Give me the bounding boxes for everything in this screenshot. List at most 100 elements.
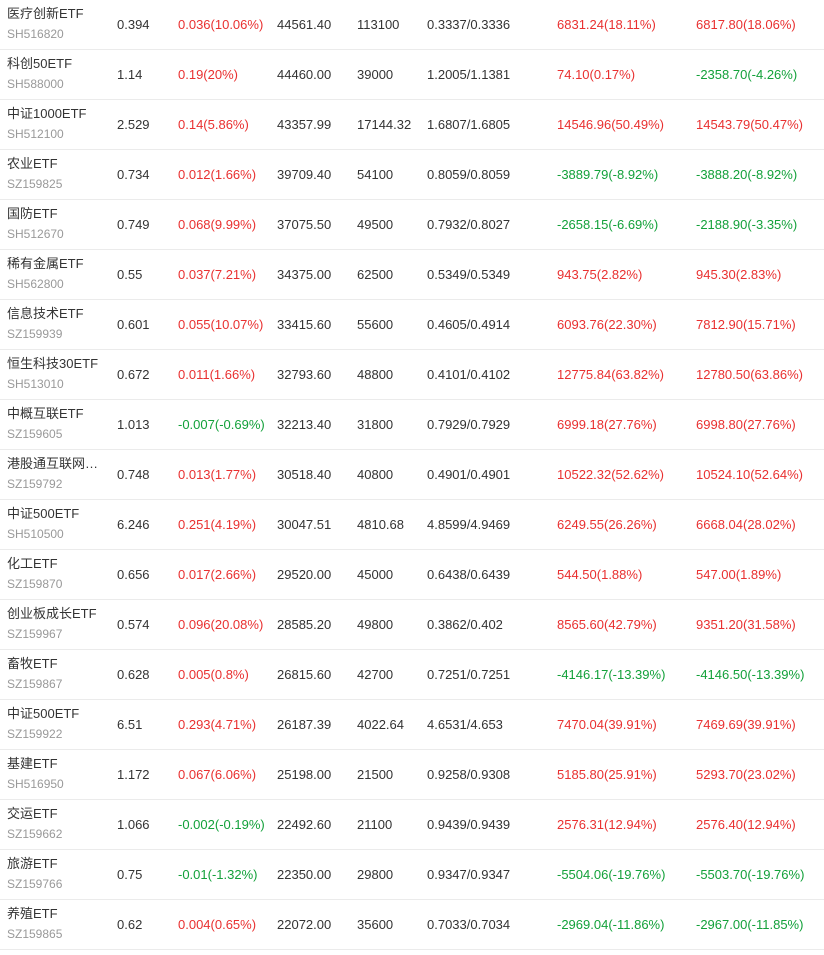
etf-name-cell[interactable]: 中证1000ETF SH512100 [0,99,117,149]
table-row[interactable]: 化工ETF SZ159870 0.656 0.017(2.66%) 29520.00 45… [0,549,824,599]
etf-name[interactable]: 国防ETF [7,206,58,221]
table-row[interactable]: 旅游ETF SZ159766 0.75 -0.01(-1.32%) 22350.00 29… [0,849,824,899]
etf-code: SH516950 [7,777,64,791]
etf-name[interactable]: 畜牧ETF [7,656,58,671]
etf-name[interactable]: 养殖ETF [7,906,58,921]
etf-name[interactable]: 信息技术ETF [7,306,84,321]
etf-name[interactable]: 交运ETF [7,806,58,821]
value-cell-2: 42700 [357,666,394,682]
etf-name[interactable]: 港股通互联网… [7,456,99,471]
change-cell: 0.14(5.86%) [178,116,249,132]
etf-name-cell[interactable]: 信息技术ETF SZ159939 [0,299,117,349]
table-row[interactable]: 交运ETF SZ159662 1.066 -0.002(-0.19%) 22492.60… [0,799,824,849]
table-row[interactable]: 科创50ETF SH588000 1.14 0.19(20%) 44460.00 3900… [0,49,824,99]
range-cell: 4.8599/4.9469 [427,516,511,532]
flow-cell-1: 10522.32(52.62%) [557,466,664,482]
etf-code: SH510500 [7,527,64,541]
value-cell-2: 21100 [357,816,393,832]
price-cell: 6.51 [117,716,143,732]
table-row[interactable]: 基建ETF SH516950 1.172 0.067(6.06%) 25198.00 21… [0,749,824,799]
flow-cell-2: 547.00(1.89%) [696,566,782,582]
change-cell: 0.055(10.07%) [178,316,264,332]
table-row[interactable]: 港股通互联网… SZ159792 0.748 0.013(1.77%) 30518.40… [0,449,824,499]
value-cell-1: 32793.60 [277,366,332,382]
flow-cell-1: 6831.24(18.11%) [557,16,656,32]
etf-name-cell[interactable]: 交运ETF SZ159662 [0,799,117,849]
flow-cell-1: -2969.04(-11.86%) [557,916,665,932]
etf-name-cell[interactable]: 旅游ETF SZ159766 [0,849,117,899]
etf-code: SZ159870 [7,577,63,591]
etf-name-cell[interactable]: 农业ETF SZ159825 [0,149,117,199]
table-row[interactable]: 中证1000ETF SH512100 2.529 0.14(5.86%) 43357.9… [0,99,824,149]
flow-cell-2: 7469.69(39.91%) [696,716,796,732]
etf-code: SZ159865 [7,927,63,941]
range-cell: 0.4901/0.4901 [427,466,511,482]
etf-name[interactable]: 基建ETF [7,756,58,771]
etf-name-cell[interactable]: 化工ETF SZ159870 [0,549,117,599]
table-row[interactable]: 国防ETF SH512670 0.749 0.068(9.99%) 37075.50 49… [0,199,824,249]
table-row[interactable]: 稀有金属ETF SH562800 0.55 0.037(7.21%) 34375.00 6… [0,249,824,299]
value-cell-2: 17144.32 [357,116,412,132]
etf-name[interactable]: 化工ETF [7,556,58,571]
value-cell-2: 49500 [357,216,394,232]
value-cell-1: 44561.40 [277,16,332,32]
table-row[interactable]: 中证500ETF SH510500 6.246 0.251(4.19%) 30047.5… [0,499,824,549]
etf-name[interactable]: 稀有金属ETF [7,256,84,271]
etf-name[interactable]: 创业板成长ETF [7,606,97,621]
table-row[interactable]: 创业板成长ETF SZ159967 0.574 0.096(20.08%) 28585.… [0,599,824,649]
flow-cell-1: 74.10(0.17%) [557,66,636,82]
etf-name[interactable]: 旅游ETF [7,856,58,871]
change-cell: 0.017(2.66%) [178,566,257,582]
table-row[interactable]: 信息技术ETF SZ159939 0.601 0.055(10.07%) 33415.6… [0,299,824,349]
etf-code: SZ159766 [7,877,63,891]
flow-cell-2: 945.30(2.83%) [696,266,782,282]
etf-name[interactable]: 医疗创新ETF [7,6,84,22]
flow-cell-1: 12775.84(63.82%) [557,366,664,382]
change-cell: 0.19(20%) [178,66,238,82]
etf-name[interactable]: 恒生科技30ETF [7,356,99,371]
etf-name-cell[interactable]: 国防ETF SH512670 [0,199,117,249]
etf-code: SZ159967 [7,627,63,641]
price-cell: 0.734 [117,166,150,182]
price-cell: 0.574 [117,616,150,632]
table-row[interactable]: 恒生科技30ETF SH513010 0.672 0.011(1.66%) 32793.… [0,349,824,399]
etf-name[interactable]: 科创50ETF [7,56,73,71]
price-cell: 0.62 [117,916,143,932]
value-cell-2: 39000 [357,66,394,82]
change-cell: 0.013(1.77%) [178,466,257,482]
etf-name-cell[interactable]: 中概互联ETF SZ159605 [0,399,117,449]
etf-name-cell[interactable]: 畜牧ETF SZ159867 [0,649,117,699]
etf-name-cell[interactable]: 医疗创新ETF SH516820 [0,0,117,49]
etf-name-cell[interactable]: 养殖ETF SZ159865 [0,899,117,949]
etf-name-cell[interactable]: 稀有金属ETF SH562800 [0,249,117,299]
price-cell: 0.748 [117,466,150,482]
value-cell-2: 21500 [357,766,394,782]
etf-name[interactable]: 中证500ETF [7,706,80,721]
etf-name-cell[interactable]: 中证500ETF SZ159922 [0,699,117,749]
table-row[interactable]: 养殖ETF SZ159865 0.62 0.004(0.65%) 22072.00 356… [0,899,824,949]
etf-name-cell[interactable]: 创业板成长ETF SZ159967 [0,599,117,649]
etf-name-cell[interactable]: 基建ETF SH516950 [0,749,117,799]
etf-name[interactable]: 中证500ETF [7,506,80,521]
table-row[interactable]: 中概互联ETF SZ159605 1.013 -0.007(-0.69%) 32213.… [0,399,824,449]
table-row[interactable]: 中证500ETF SZ159922 6.51 0.293(4.71%) 26187.39… [0,699,824,749]
etf-name-cell[interactable]: 恒生科技30ETF SH513010 [0,349,117,399]
change-cell: 0.004(0.65%) [178,916,257,932]
etf-name[interactable]: 农业ETF [7,156,58,171]
value-cell-1: 22492.60 [277,816,332,832]
etf-name-cell[interactable]: 科创50ETF SH588000 [0,49,117,99]
range-cell: 0.7251/0.7251 [427,666,511,682]
etf-name-cell[interactable]: 中证500ETF SH510500 [0,499,117,549]
flow-cell-2: -2967.00(-11.85%) [696,916,804,932]
etf-name-cell[interactable]: 港股通互联网… SZ159792 [0,449,117,499]
range-cell: 0.3337/0.3336 [427,16,511,32]
table-row[interactable]: 农业ETF SZ159825 0.734 0.012(1.66%) 39709.40 54… [0,149,824,199]
table-row[interactable]: 畜牧ETF SZ159867 0.628 0.005(0.8%) 26815.60 427… [0,649,824,699]
value-cell-2: 35600 [357,916,394,932]
etf-code: SH516820 [7,27,64,42]
etf-name[interactable]: 中概互联ETF [7,406,84,421]
table-row[interactable]: 医疗创新ETF SH516820 0.394 0.036(10.06%) 44561.4… [0,0,824,49]
etf-name[interactable]: 中证1000ETF [7,106,87,121]
etf-code: SH513010 [7,377,64,391]
value-cell-2: 113100 [357,16,400,32]
